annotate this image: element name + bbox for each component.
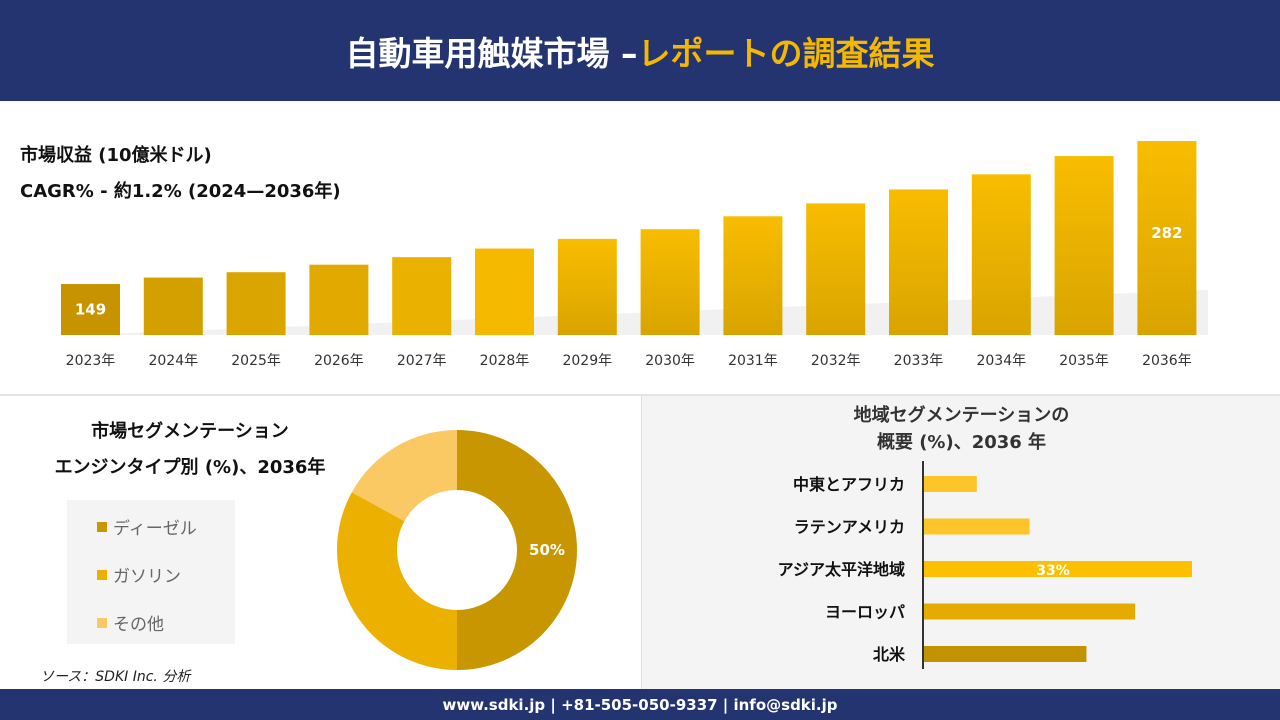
title-accent: レポートの調査結果 [637, 33, 935, 73]
year-tick-label: 2033年 [894, 353, 944, 369]
engine-donut-chart: 50% [337, 430, 577, 670]
year-tick-label: 2023年 [66, 353, 116, 369]
revenue-bar [392, 257, 452, 335]
region-title: 地域セグメンテーションの 概要 (%)、2036 年 [642, 402, 1280, 456]
donut-slice [457, 430, 577, 670]
revenue-bar [640, 229, 700, 335]
bar-data-label: 282 [1151, 224, 1182, 242]
cagr-subtitle: CAGR% - 約1.2% (2024—2036年) [20, 181, 341, 202]
region-category-label: 中東とアフリカ [793, 475, 905, 494]
divider [0, 394, 1280, 396]
engine-title-2: エンジンタイプ別 (%)、2036年 [54, 457, 326, 478]
region-bar [924, 561, 1192, 577]
revenue-bar [1137, 141, 1197, 335]
legend-label: その他 [113, 615, 164, 635]
year-tick-label: 2036年 [1142, 353, 1192, 369]
legend-gasoline: ガソリン [97, 562, 181, 587]
revenue-bar [309, 264, 369, 335]
region-bar [924, 603, 1136, 620]
region-title-2: 概要 (%)、2036 年 [876, 432, 1047, 453]
year-tick-label: 2035年 [1059, 353, 1109, 369]
revenue-title: 市場収益 (10億米ドル) [20, 145, 212, 166]
revenue-bar [971, 174, 1031, 335]
legend-label: ディーゼル [113, 519, 197, 539]
engine-legend: ディーゼル ガソリン その他 [67, 500, 235, 644]
region-data-label: 33% [1036, 563, 1070, 579]
year-tick-label: 2032年 [811, 353, 861, 369]
revenue-bar [889, 189, 948, 335]
region-bar [924, 476, 977, 492]
region-category-label: 北米 [873, 645, 906, 664]
legend-other: その他 [97, 610, 164, 635]
revenue-bar [226, 272, 286, 335]
year-tick-label: 2024年 [148, 353, 198, 369]
revenue-bar [806, 203, 866, 335]
revenue-bar [61, 284, 120, 335]
source-note: ソース：SDKI Inc. 分析 [40, 669, 191, 685]
donut-slice [351, 430, 457, 522]
revenue-bar [475, 248, 534, 335]
year-tick-label: 2028年 [480, 353, 530, 369]
legend-swatch [97, 521, 107, 532]
revenue-bar [557, 238, 617, 335]
legend-label: ガソリン [113, 567, 181, 587]
year-tick-label: 2026年 [314, 353, 364, 369]
engine-segment-panel: 市場セグメンテーション エンジンタイプ別 (%)、2036年 ディーゼル ガソリ… [0, 396, 640, 689]
legend-diesel: ディーゼル [97, 514, 197, 539]
page-header: 自動車用触媒市場 – レポートの調査結果 [0, 0, 1280, 101]
year-tick-label: 2025年 [231, 353, 281, 369]
revenue-bar [143, 277, 203, 335]
legend-swatch [97, 569, 107, 580]
slice-data-label: 50% [529, 541, 565, 559]
title-main: 自動車用触媒市場 – [345, 33, 638, 73]
region-bar [924, 518, 1030, 535]
year-tick-label: 2030年 [645, 353, 695, 369]
donut-slice [337, 492, 457, 670]
legend-swatch [97, 617, 107, 628]
region-segment-panel: 地域セグメンテーションの 概要 (%)、2036 年 中東とアフリカ ラテンアメリ… [641, 396, 1280, 689]
year-tick-label: 2029年 [562, 353, 612, 369]
region-category-label: ヨーロッパ [825, 603, 905, 622]
region-bar [924, 646, 1087, 662]
region-category-label: アジア太平洋地域 [778, 560, 905, 579]
engine-title-1: 市場セグメンテーション [91, 421, 289, 442]
revenue-bar-chart: 2023年 149 2024年 2025年 2026年 2027年 2028年 2029年 20… [61, 141, 1208, 369]
footer-contact: www.sdki.jp | +81-505-050-9337 | info@sd… [0, 689, 1280, 720]
year-tick-label: 2027年 [397, 353, 447, 369]
revenue-bar [1054, 156, 1114, 335]
region-category-label: ラテンアメリカ [794, 518, 905, 537]
year-tick-label: 2031年 [728, 353, 778, 369]
revenue-bar [723, 216, 783, 335]
bar-data-label: 149 [75, 301, 106, 319]
year-tick-label: 2034年 [976, 353, 1026, 369]
region-title-1: 地域セグメンテーションの [853, 405, 1070, 426]
